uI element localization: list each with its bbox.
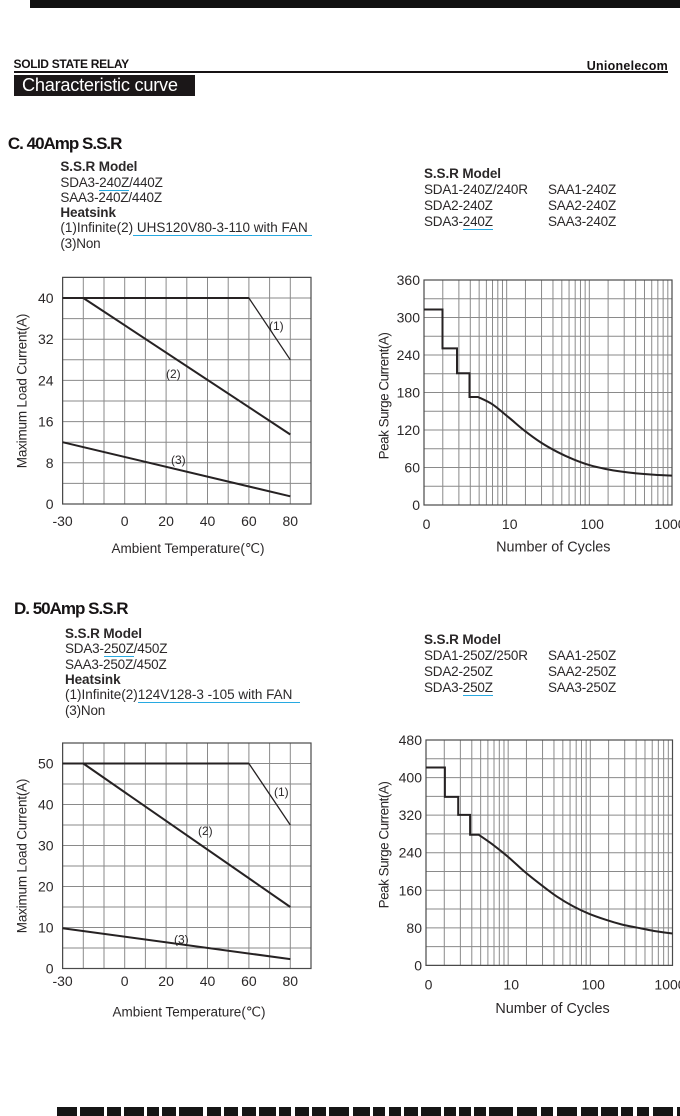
svg-text:120: 120 <box>397 422 421 438</box>
svg-text:40: 40 <box>200 973 216 989</box>
svg-text:40: 40 <box>38 290 54 306</box>
svg-text:480: 480 <box>399 732 423 748</box>
svg-text:Number of Cycles: Number of Cycles <box>496 540 610 556</box>
svg-text:180: 180 <box>397 385 421 401</box>
svg-text:(1): (1) <box>269 319 284 333</box>
svg-text:300: 300 <box>397 310 421 326</box>
svg-text:240: 240 <box>399 845 423 861</box>
svg-text:Peak Surge Current(A): Peak Surge Current(A) <box>377 333 392 460</box>
svg-text:0: 0 <box>423 516 431 532</box>
svg-text:0: 0 <box>414 957 422 973</box>
svg-text:(3): (3) <box>174 933 189 947</box>
svg-text:10: 10 <box>502 516 518 532</box>
svg-text:Peak Surge Current(A): Peak Surge Current(A) <box>377 782 392 909</box>
svg-text:(1): (1) <box>274 785 289 799</box>
svg-text:0: 0 <box>121 973 129 989</box>
svg-text:0: 0 <box>46 961 54 977</box>
svg-text:360: 360 <box>397 272 421 288</box>
svg-text:160: 160 <box>399 882 423 898</box>
svg-text:-30: -30 <box>52 973 72 989</box>
svg-text:0: 0 <box>46 496 54 512</box>
svg-text:Ambient Temperature(℃): Ambient Temperature(℃) <box>112 541 265 556</box>
svg-text:40: 40 <box>38 797 54 813</box>
svg-text:20: 20 <box>158 513 174 529</box>
svg-text:80: 80 <box>406 920 422 936</box>
svg-text:24: 24 <box>38 372 54 388</box>
svg-text:320: 320 <box>399 807 423 823</box>
svg-text:100: 100 <box>582 977 606 993</box>
svg-text:1000: 1000 <box>654 977 680 993</box>
svg-text:0: 0 <box>425 977 433 993</box>
svg-text:40: 40 <box>200 513 216 529</box>
svg-text:(2): (2) <box>198 824 213 838</box>
svg-text:Number of Cycles: Number of Cycles <box>495 1001 609 1017</box>
svg-text:(3): (3) <box>171 453 186 467</box>
svg-text:80: 80 <box>283 973 299 989</box>
svg-text:400: 400 <box>399 770 423 786</box>
svg-text:20: 20 <box>158 973 174 989</box>
svg-text:100: 100 <box>581 516 605 532</box>
svg-text:0: 0 <box>412 497 420 513</box>
svg-text:32: 32 <box>38 331 54 347</box>
svg-text:Ambient Temperature(℃): Ambient Temperature(℃) <box>113 1005 266 1020</box>
svg-text:Maximum Load Current(A): Maximum Load Current(A) <box>15 779 30 933</box>
svg-text:60: 60 <box>404 460 420 476</box>
svg-text:8: 8 <box>46 455 54 471</box>
svg-text:30: 30 <box>38 838 54 854</box>
svg-text:10: 10 <box>503 977 519 993</box>
svg-text:10: 10 <box>38 920 54 936</box>
svg-text:0: 0 <box>121 513 129 529</box>
svg-text:50: 50 <box>38 756 54 772</box>
svg-text:(2): (2) <box>166 367 181 381</box>
svg-text:Maximum Load Current(A): Maximum Load Current(A) <box>15 314 30 468</box>
svg-text:1000: 1000 <box>654 516 680 532</box>
svg-text:16: 16 <box>38 414 54 430</box>
svg-text:-30: -30 <box>52 513 72 529</box>
svg-text:80: 80 <box>283 513 299 529</box>
svg-text:240: 240 <box>397 347 421 363</box>
svg-text:60: 60 <box>241 513 257 529</box>
svg-text:60: 60 <box>241 973 257 989</box>
svg-text:20: 20 <box>38 879 54 895</box>
